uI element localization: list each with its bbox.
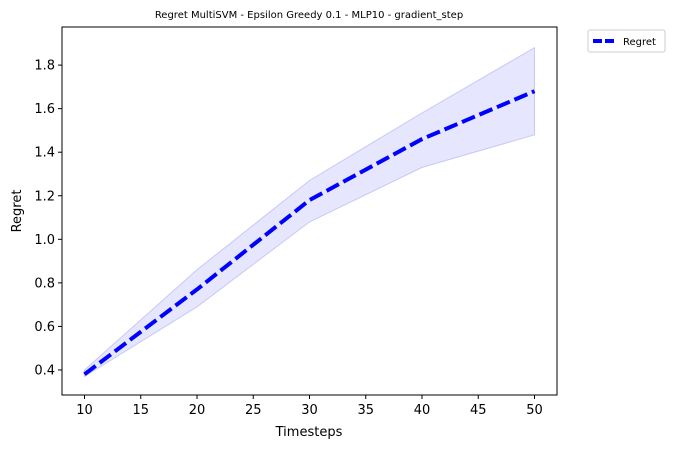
y-axis: 0.4 0.6 0.8 1.0 1.2 1.4 1.6 1.8 xyxy=(34,59,62,378)
x-tick-label: 50 xyxy=(526,403,543,418)
x-tick-label: 45 xyxy=(470,403,487,418)
legend: Regret xyxy=(587,29,666,53)
y-tick-label: 1.6 xyxy=(34,102,55,117)
y-axis-label: Regret xyxy=(10,190,25,233)
x-tick-label: 15 xyxy=(132,403,149,418)
legend-label: Regret xyxy=(623,37,656,48)
y-tick-label: 1.0 xyxy=(34,233,55,248)
legend-box xyxy=(587,29,666,53)
confidence-band xyxy=(84,46,535,378)
x-tick-label: 35 xyxy=(357,403,374,418)
y-tick-label: 1.2 xyxy=(34,189,55,204)
y-tick-label: 1.8 xyxy=(34,59,55,74)
x-tick-label: 10 xyxy=(76,403,93,418)
plot-area xyxy=(61,26,558,396)
y-tick-label: 0.4 xyxy=(34,363,55,378)
x-tick-label: 40 xyxy=(414,403,431,418)
x-tick-label: 25 xyxy=(245,403,262,418)
x-tick-label: 20 xyxy=(189,403,206,418)
y-tick-label: 0.8 xyxy=(34,276,55,291)
chart-title: Regret MultiSVM - Epsilon Greedy 0.1 - M… xyxy=(155,10,463,21)
y-tick-label: 0.6 xyxy=(34,320,55,335)
x-tick-label: 30 xyxy=(301,403,318,418)
x-axis: 10 15 20 25 30 35 40 45 50 xyxy=(76,395,543,418)
x-axis-label: Timesteps xyxy=(275,425,343,440)
y-tick-label: 1.4 xyxy=(34,146,55,161)
